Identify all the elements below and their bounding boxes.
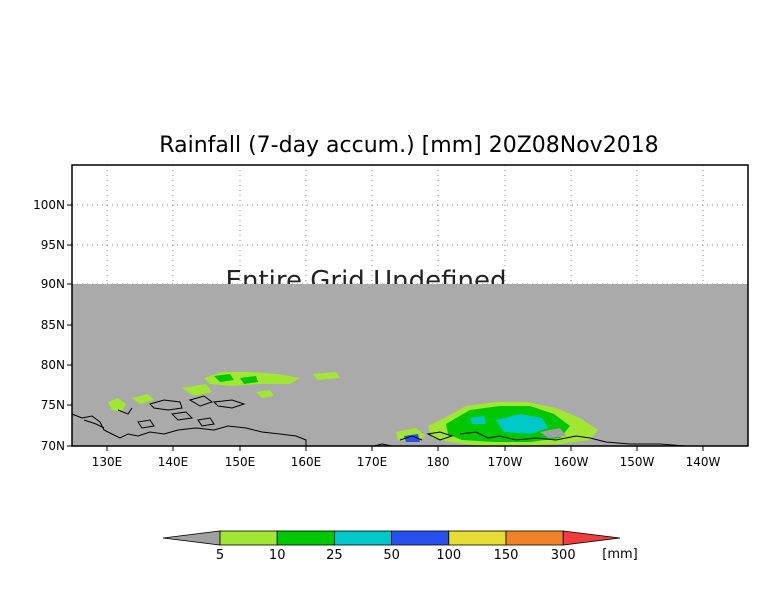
coastline (188, 395, 214, 407)
lon-tick-label: 160W (554, 455, 589, 469)
rain-patch (540, 428, 566, 438)
colorbar-segment (219, 530, 278, 546)
colorbar-segment (505, 530, 564, 546)
coastline (170, 411, 194, 421)
lon-tick-label: 150W (620, 455, 655, 469)
colorbar-label: 25 (326, 548, 343, 563)
plot-frame (71, 164, 749, 447)
coastline (459, 431, 687, 447)
rain-patch (470, 416, 486, 424)
coastline (399, 435, 423, 441)
lat-tick-label: 90N (41, 277, 65, 291)
lon-tick-label: 160E (291, 455, 322, 469)
rain-patch (312, 372, 340, 380)
colorbar-label: 100 (436, 548, 461, 563)
colorbar-label: 10 (269, 548, 286, 563)
colorbar-segment (333, 530, 392, 546)
rain-patch (496, 414, 548, 434)
colorbar-segment (448, 530, 507, 546)
coastlines (71, 395, 687, 447)
coastline (137, 419, 155, 429)
coastline (71, 413, 307, 446)
rain-patch (214, 374, 234, 382)
coastline (149, 399, 183, 411)
longitude-ticks: 130E 140E 150E 160E 170E 180 170W 160W 150W 140W (92, 446, 721, 469)
colorbar-label: 50 (383, 548, 400, 563)
rain-patch (182, 384, 212, 396)
coastline (83, 419, 105, 429)
rain-patch (256, 390, 274, 398)
coastline (197, 417, 215, 427)
lat-tick-label: 80N (41, 358, 65, 372)
lon-tick-label: 130E (92, 455, 123, 469)
undefined-region (72, 284, 748, 446)
rain-patch (404, 434, 420, 442)
rain-patch (132, 394, 154, 404)
coastline (212, 399, 246, 409)
colorbar-segment (162, 530, 221, 546)
colorbar-label: 300 (551, 548, 576, 563)
coastline (426, 431, 454, 441)
colorbar: 5 10 25 50 100 150 300 [mm] (162, 530, 638, 563)
lon-tick-label: 170E (357, 455, 388, 469)
colorbar-label: 150 (494, 548, 519, 563)
lon-tick-label: 150E (225, 455, 256, 469)
colorbar-unit: [mm] (602, 547, 637, 562)
lat-tick-label: 100N (33, 198, 65, 212)
lat-tick-label: 75N (41, 398, 65, 412)
rain-patch (240, 376, 258, 384)
coastline (117, 407, 133, 415)
lon-tick-label: 140E (158, 455, 189, 469)
lat-tick-label: 70N (41, 439, 65, 453)
lat-tick-label: 85N (41, 318, 65, 332)
rainfall-field (108, 372, 598, 446)
map-title: Rainfall (7-day accum.) [mm] 20Z08Nov201… (159, 133, 658, 158)
colorbar-segment (391, 530, 450, 546)
rain-patch (108, 398, 126, 412)
lon-tick-label: 180 (427, 455, 450, 469)
lat-tick-label: 95N (41, 238, 65, 252)
colorbar-segment (562, 530, 621, 546)
lon-tick-label: 170W (488, 455, 523, 469)
latitude-ticks: 100N 95N 90N 85N 80N 75N 70N (33, 198, 72, 453)
colorbar-segment (276, 530, 335, 546)
colorbar-label: 5 (216, 548, 224, 563)
map-panel: Entire Grid Undefined (33, 164, 749, 469)
lon-tick-label: 140W (686, 455, 721, 469)
